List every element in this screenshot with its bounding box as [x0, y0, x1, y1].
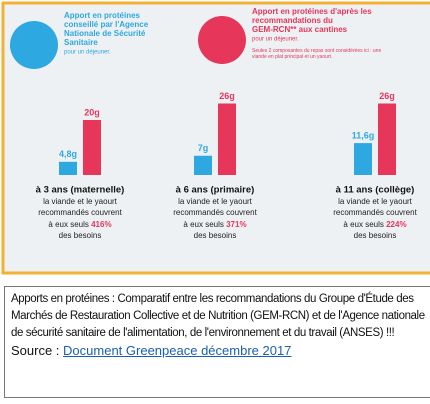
caption-text: Apports en protéines : Comparatif entre …: [11, 293, 425, 339]
group-text: des besoins: [354, 231, 397, 240]
coverage-label: 371%: [226, 220, 246, 229]
category-label: à 11 ans (collège): [336, 185, 415, 196]
source-label: Source :: [11, 343, 60, 358]
coverage-label: 224%: [386, 220, 406, 229]
bar: [194, 155, 212, 175]
legend-note: pour un déjeuner.: [252, 37, 299, 43]
source: Source : Document Greenpeace décembre 20…: [11, 342, 430, 359]
value-label: 11,6g: [352, 130, 375, 140]
group-text: à eux seuls: [343, 220, 383, 229]
legend-text: Apport en protéines d'après les recommand…: [252, 7, 372, 34]
coverage-line: à eux seuls 416%: [48, 220, 111, 229]
legend-line: Sanitaire: [64, 38, 98, 47]
category-label: à 3 ans (maternelle): [36, 185, 125, 196]
source-link[interactable]: Document Greenpeace décembre 2017: [63, 343, 292, 358]
value-label: 26g: [379, 91, 395, 101]
coverage-label: 416%: [91, 220, 111, 229]
bar: [378, 103, 396, 175]
legend-text: Apport en protéines conseillé par l'Agenc…: [64, 11, 149, 47]
legend-line: Apport en protéines d'après les: [252, 7, 372, 16]
legend-line: GEM-RCN** aux cantines: [252, 25, 348, 34]
group-text: recommandés couvrent: [333, 208, 417, 217]
legend-dot: [10, 21, 58, 69]
legend-line: Seules 2 composantes du repas sont consi…: [252, 48, 381, 54]
group-text: des besoins: [59, 231, 102, 240]
group-text: à eux seuls: [48, 220, 88, 229]
value-label: 4,8g: [59, 149, 77, 159]
group-text: recommandés couvrent: [38, 208, 122, 217]
value-label: 7g: [198, 143, 209, 153]
legend-line: conseillé par l'Agence: [64, 20, 149, 29]
group-text: à eux seuls: [183, 220, 223, 229]
legend-line: Apport en protéines: [64, 11, 141, 20]
group-text: la viande et le yaourt: [178, 197, 253, 206]
bar: [59, 161, 77, 175]
group-text: la viande et le yaourt: [338, 197, 413, 206]
legend-line: viande en plat principal et un yaourt.: [252, 54, 332, 60]
group-text: des besoins: [194, 231, 237, 240]
group-text: recommandés couvrent: [173, 208, 257, 217]
infographic: Apport en protéines conseillé par l'Agenc…: [1, 1, 430, 275]
category-label: à 6 ans (primaire): [176, 185, 255, 196]
value-label: 26g: [219, 91, 235, 101]
legend-note: pour un déjeuner.: [64, 50, 111, 56]
legend-line: Nationale de Sécurité: [64, 29, 146, 38]
group-text: la viande et le yaourt: [43, 197, 118, 206]
legend-line: recommandations du: [252, 16, 333, 25]
value-label: 20g: [84, 107, 100, 117]
bar: [218, 103, 236, 175]
legend-dot: [198, 16, 246, 64]
bar: [83, 120, 101, 175]
caption: Apports en protéines : Comparatif entre …: [4, 286, 430, 398]
coverage-line: à eux seuls 224%: [343, 220, 406, 229]
coverage-line: à eux seuls 371%: [183, 220, 246, 229]
legend-text: Seules 2 composantes du repas sont consi…: [252, 48, 381, 60]
bar: [354, 143, 372, 175]
